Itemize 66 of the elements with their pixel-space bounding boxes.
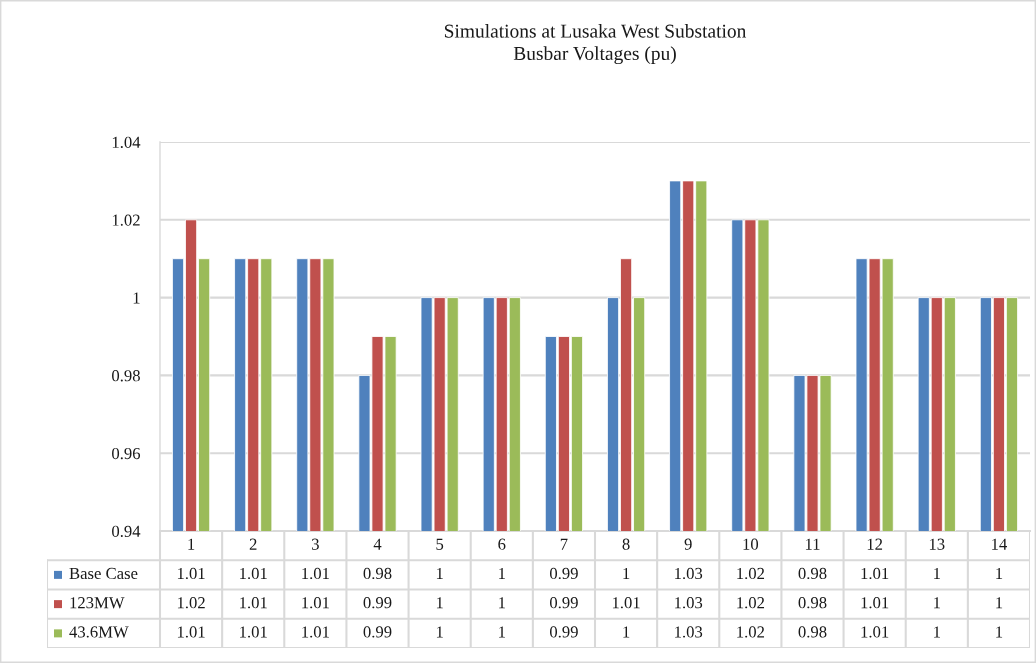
data-label: 1 (623, 626, 630, 638)
data-label: 0.98 (798, 626, 827, 638)
data-label: 1 (996, 597, 1003, 609)
data-label: 1.02 (177, 597, 205, 609)
y-tick-label: 0.96 (112, 447, 141, 460)
data-label: 0.99 (363, 626, 392, 638)
data-label: 1 (934, 626, 940, 638)
y-tick-label: 0.94 (112, 525, 141, 538)
x-tick-label: 6 (498, 538, 506, 550)
data-label: 1.02 (737, 597, 765, 609)
chart-title: Simulations at Lusaka West Substation Busbar Voltages (pu) (444, 24, 747, 65)
data-label: 1 (934, 597, 940, 609)
data-label: 0.99 (549, 597, 578, 609)
y-tick-label: 1.04 (112, 136, 141, 149)
data-label: 1.01 (612, 597, 640, 609)
y-tick-label: 1 (133, 292, 140, 304)
data-label: 1.02 (737, 567, 765, 580)
x-tick-label: 1 (188, 538, 195, 550)
data-label: 1.03 (675, 597, 703, 609)
data-label: 1.01 (240, 567, 267, 580)
data-label: 1 (996, 567, 1003, 579)
x-tick-label: 11 (805, 538, 820, 550)
data-label: 0.99 (363, 597, 392, 609)
data-label: 1.01 (861, 626, 889, 638)
data-label: 1 (436, 597, 443, 609)
x-tick-label: 12 (867, 538, 883, 550)
data-label: 1.02 (737, 626, 765, 638)
data-label: 1.01 (861, 597, 889, 609)
data-label: 1 (436, 567, 443, 579)
legend-label: 123MW (70, 597, 125, 609)
data-label: 1 (499, 626, 505, 638)
legend-label: Base Case (69, 567, 138, 580)
y-tick-label: 0.98 (112, 370, 140, 382)
x-tick-label: 10 (743, 538, 759, 550)
x-tick-label: 7 (560, 538, 568, 550)
x-tick-label: 9 (684, 538, 692, 550)
data-label: 1 (499, 567, 505, 579)
data-label: 1.01 (302, 567, 329, 580)
x-tick-label: 5 (436, 538, 444, 550)
data-label: 1.01 (240, 626, 267, 638)
data-label: 1.03 (675, 626, 703, 638)
data-label: 1.01 (861, 567, 889, 580)
data-label: 0.98 (363, 567, 392, 580)
y-tick-label: 1.02 (112, 214, 140, 226)
data-label: 1.01 (240, 597, 267, 609)
x-tick-label: 13 (929, 538, 945, 550)
data-label: 0.98 (798, 567, 827, 580)
data-label: 1.01 (177, 567, 205, 580)
data-label: 1.01 (177, 626, 205, 638)
x-tick-label: 14 (992, 538, 1007, 550)
data-label: 1.01 (302, 626, 329, 638)
data-label: 0.99 (549, 626, 578, 638)
data-label: 1 (996, 626, 1003, 638)
data-label: 1 (436, 626, 443, 638)
x-tick-label: 8 (622, 538, 630, 550)
x-tick-label: 2 (249, 538, 257, 550)
data-label: 0.99 (549, 567, 578, 580)
data-label: 1 (934, 567, 940, 579)
x-tick-label: 4 (373, 538, 382, 550)
x-tick-label: 3 (311, 538, 319, 550)
data-label: 1.01 (302, 597, 329, 609)
data-label: 1 (499, 597, 505, 609)
data-label: 0.98 (798, 597, 827, 609)
data-label: 1.03 (675, 567, 703, 580)
data-label: 1 (623, 567, 630, 579)
legend-label: 43.6MW (69, 626, 129, 638)
